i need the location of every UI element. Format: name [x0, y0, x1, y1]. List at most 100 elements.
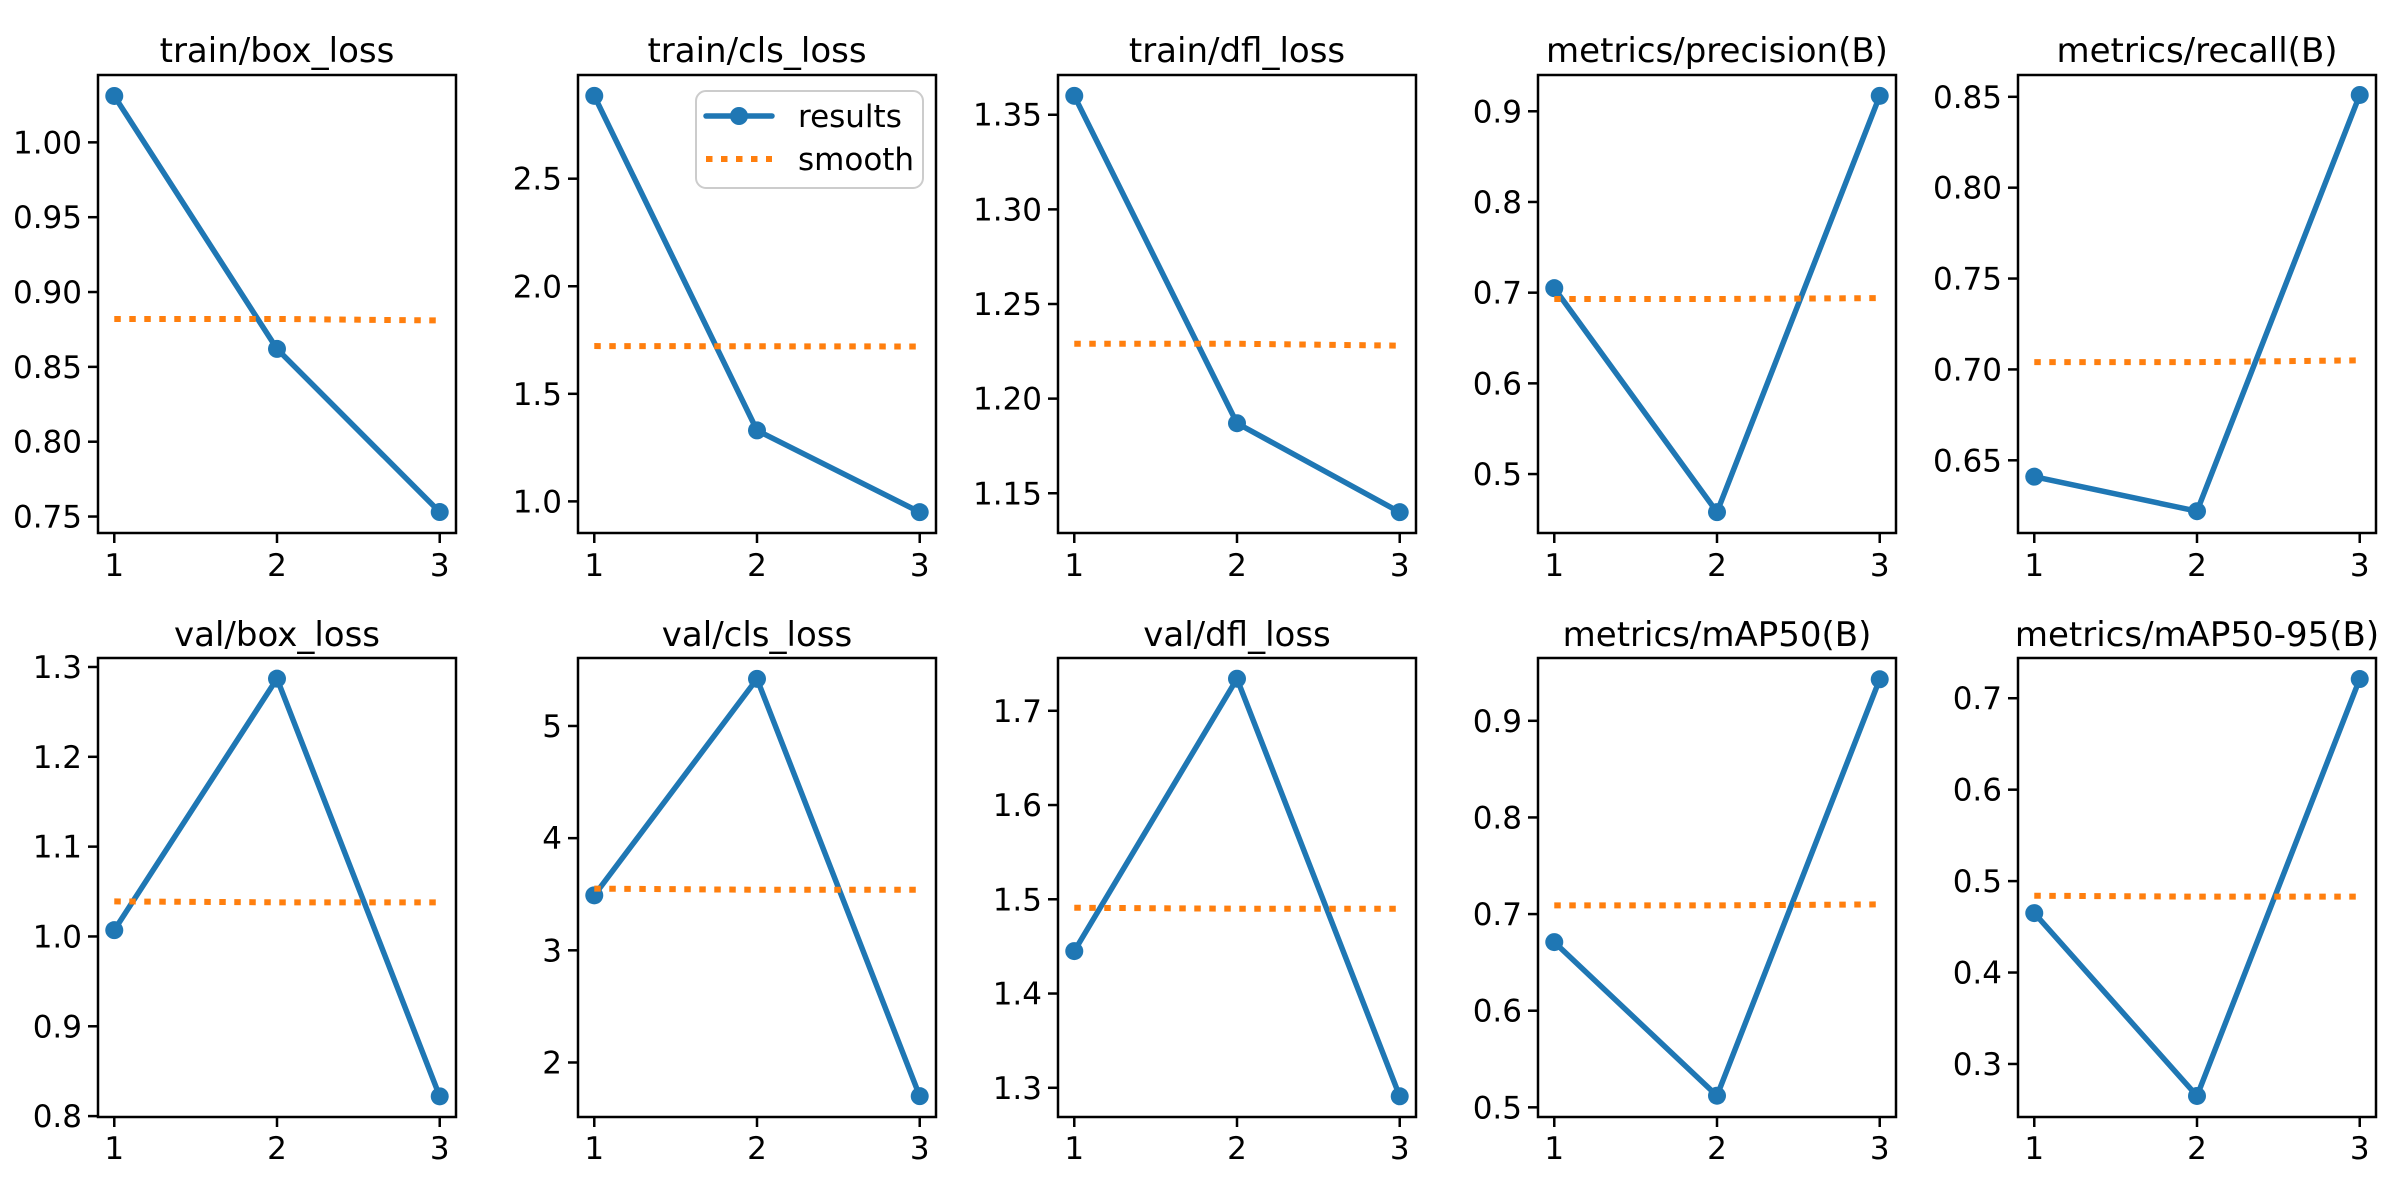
results-marker [2025, 467, 2044, 486]
smooth-line [1074, 904, 1400, 912]
y-tick-label: 4 [542, 821, 562, 857]
y-tick-label: 5 [542, 709, 562, 745]
y-tick-label: 3 [542, 933, 562, 969]
y-tick-label: 1.7 [993, 694, 1042, 730]
x-tick-label: 2 [1707, 1131, 1727, 1167]
y-tick-label: 1.30 [973, 192, 1042, 228]
y-tick-label: 1.20 [973, 382, 1042, 418]
results-marker [430, 1087, 449, 1106]
y-tick-label: 1.5 [513, 377, 562, 413]
y-tick-label: 0.7 [1473, 897, 1522, 933]
y-tick-label: 0.70 [1933, 352, 2002, 388]
x-tick-label: 1 [2024, 548, 2044, 584]
subplot-title: metrics/mAP50-95(B) [2015, 615, 2379, 655]
x-tick-label: 1 [104, 548, 124, 584]
x-tick-label: 2 [267, 548, 287, 584]
y-tick-label: 0.5 [1473, 457, 1522, 493]
axes-spines [1536, 656, 1898, 1119]
legend-results-marker [730, 107, 748, 125]
smooth-line [2034, 892, 2360, 900]
smooth-line [2034, 357, 2360, 366]
y-tick-label: 0.7 [1953, 681, 2002, 717]
y-tick-label: 0.7 [1473, 276, 1522, 312]
x-tick-label: 3 [1390, 548, 1410, 584]
x-tick-label: 3 [2350, 1131, 2370, 1167]
results-marker [1228, 669, 1246, 688]
results-marker [105, 86, 124, 105]
y-tick-label: 1.1 [33, 830, 82, 866]
subplot-title: val/cls_loss [662, 615, 852, 655]
y-tick-label: 0.80 [1933, 171, 2002, 207]
y-tick-label: 0.90 [13, 275, 82, 311]
y-tick-label: 0.65 [1933, 443, 2002, 479]
y-tick-label: 1.0 [513, 484, 562, 520]
results-marker [748, 669, 766, 688]
subplot-metrics-map50-b-: metrics/mAP50(B) 0.5 0.6 0.7 0.8 0.9 1 2 3 [1440, 600, 1920, 1200]
subplot-title: train/dfl_loss [1129, 31, 1345, 71]
y-tick-label: 1.25 [973, 287, 1042, 323]
results-marker [2188, 1086, 2206, 1105]
x-tick-label: 3 [430, 1131, 450, 1167]
y-tick-label: 0.8 [1473, 800, 1522, 836]
y-tick-label: 0.6 [1473, 366, 1522, 402]
axes-spines [2016, 656, 2378, 1119]
x-tick-label: 3 [1870, 1131, 1890, 1167]
results-marker [1390, 1087, 1409, 1106]
axes-spines [2016, 73, 2378, 535]
subplot-canvas: val/cls_loss 2 3 4 5 1 2 3 [542, 615, 938, 1167]
results-marker [2350, 85, 2369, 104]
subplot-train-dfl-loss: train/dfl_loss 1.15 1.20 1.25 1.30 1.35 1 2 3 [960, 0, 1440, 600]
y-tick-label: 1.5 [993, 882, 1042, 918]
legend-label-results: results [798, 99, 902, 135]
results-marker [1708, 1086, 1726, 1105]
subplot-canvas: val/dfl_loss 1.3 1.4 1.5 1.6 1.7 1 2 3 [993, 615, 1418, 1167]
results-marker [748, 421, 766, 440]
x-tick-label: 2 [2187, 1131, 2207, 1167]
axes-spines [1536, 73, 1898, 535]
smooth-line [1074, 340, 1400, 349]
x-tick-label: 2 [267, 1131, 287, 1167]
x-tick-label: 3 [910, 548, 930, 584]
axes-spines [96, 656, 458, 1119]
y-tick-label: 0.75 [1933, 262, 2002, 298]
results-marker [1870, 86, 1889, 105]
legend-label-smooth: smooth [798, 142, 914, 178]
results-marker [1708, 503, 1726, 522]
results-marker [2025, 904, 2044, 923]
results-marker [1228, 414, 1246, 433]
results-marker [1545, 933, 1564, 952]
x-tick-label: 2 [1227, 548, 1247, 584]
y-tick-label: 1.6 [993, 788, 1042, 824]
results-marker [1870, 670, 1889, 689]
results-marker [1065, 86, 1084, 105]
y-tick-label: 2.0 [513, 269, 562, 305]
subplot-val-dfl-loss: val/dfl_loss 1.3 1.4 1.5 1.6 1.7 1 2 3 [960, 600, 1440, 1200]
axes-spines [576, 656, 938, 1119]
smooth-line [114, 315, 440, 324]
y-tick-label: 0.8 [1473, 185, 1522, 221]
subplot-canvas: val/box_loss 0.8 0.9 1.0 1.1 1.2 1.3 1 2 3 [33, 615, 458, 1167]
subplot-canvas: metrics/precision(B) 0.5 0.6 0.7 0.8 0.9 1 2 3 [1473, 31, 1898, 584]
x-tick-label: 3 [910, 1131, 930, 1167]
results-line [2031, 92, 2363, 514]
x-tick-label: 1 [1544, 1131, 1564, 1167]
y-tick-label: 0.5 [1953, 864, 2002, 900]
x-tick-label: 1 [1544, 548, 1564, 584]
subplot-train-cls-loss: train/cls_loss 1.0 1.5 2.0 2.5 1 2 3 results smoo… [480, 0, 960, 600]
subplot-metrics-precision-b-: metrics/precision(B) 0.5 0.6 0.7 0.8 0.9 1 2 3 [1440, 0, 1920, 600]
y-tick-label: 1.3 [993, 1071, 1042, 1107]
y-tick-label: 2.5 [513, 162, 562, 198]
y-tick-label: 0.6 [1953, 773, 2002, 809]
smooth-line [114, 898, 440, 906]
subplot-val-box-loss: val/box_loss 0.8 0.9 1.0 1.1 1.2 1.3 1 2 3 [0, 600, 480, 1200]
x-tick-label: 2 [2187, 548, 2207, 584]
results-marker [268, 339, 286, 358]
results-line [1551, 93, 1883, 515]
y-tick-label: 0.85 [13, 350, 82, 386]
y-tick-label: 0.9 [1473, 704, 1522, 740]
y-tick-label: 1.3 [33, 650, 82, 686]
results-marker [105, 921, 124, 940]
y-tick-label: 1.15 [973, 476, 1042, 512]
axes-spines [96, 73, 458, 535]
